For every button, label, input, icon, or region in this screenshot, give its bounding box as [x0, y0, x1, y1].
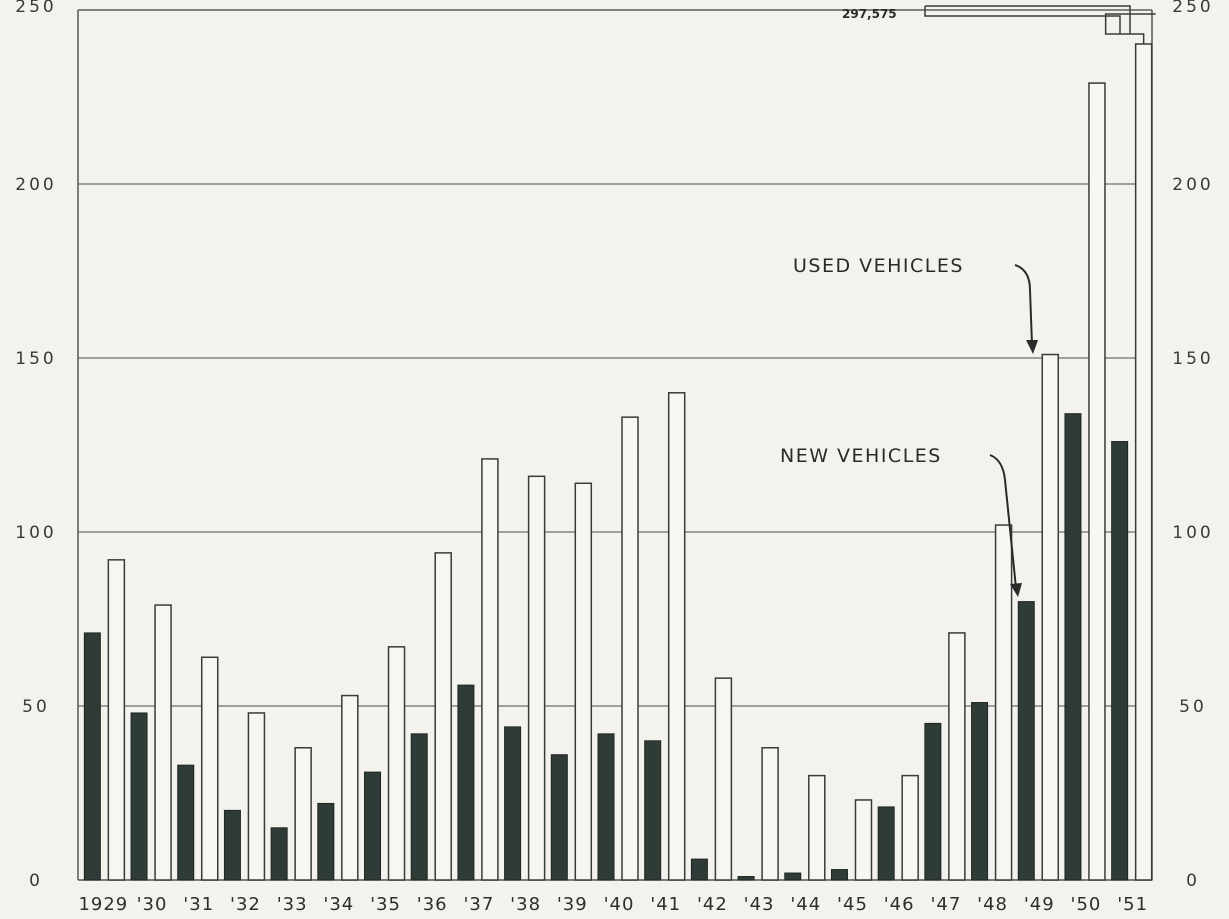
bar-new-vehicles — [130, 712, 148, 881]
bar-used-vehicles — [387, 646, 406, 881]
bar-new-vehicles — [550, 754, 568, 881]
x-tick-label: 1929 — [78, 894, 128, 915]
bar-new-vehicles — [1017, 601, 1035, 881]
bar-new-vehicles — [877, 806, 895, 881]
bar-new-vehicles — [690, 858, 708, 881]
bar-new-vehicles — [83, 632, 101, 881]
bar-used-vehicles — [667, 392, 686, 881]
x-tick-label: '49 — [1024, 894, 1055, 915]
x-tick-label: '45 — [837, 894, 868, 915]
bar-new-vehicles — [1064, 413, 1082, 881]
bar-used-vehicles-overflow — [1134, 43, 1153, 881]
bar-new-vehicles — [924, 722, 942, 881]
bar-used-vehicles — [714, 677, 733, 881]
y-tick-label-left: 200 — [15, 175, 56, 195]
x-tick-label: '44 — [790, 894, 821, 915]
bar-used-vehicles — [948, 632, 966, 881]
bar-new-vehicles — [971, 702, 989, 881]
new-vehicles-arrow — [989, 454, 1017, 589]
x-tick-label: '46 — [884, 894, 915, 915]
bar-new-vehicles — [784, 872, 802, 881]
y-tick-label-left: 0 — [29, 871, 43, 891]
x-tick-label: '50 — [1071, 894, 1102, 915]
x-tick-label: '47 — [930, 894, 961, 915]
x-tick-label: '34 — [323, 894, 354, 915]
annotations: USED VEHICLES NEW VEHICLES 297,575 — [780, 7, 1038, 597]
overflow-leader-line — [925, 5, 1131, 34]
x-tick-label: '40 — [604, 894, 635, 915]
grid-lines — [77, 9, 1153, 881]
bar-used-vehicles — [341, 694, 359, 881]
y-tick-label-right: 150 — [1172, 349, 1213, 369]
x-tick-label: '32 — [230, 894, 261, 915]
x-tick-label: '30 — [137, 894, 168, 915]
bar-new-vehicles — [830, 869, 848, 881]
x-tick-label: '48 — [977, 894, 1008, 915]
bar-new-vehicles — [364, 771, 382, 881]
bar-new-vehicles — [410, 733, 428, 881]
y-tick-label-left: 50 — [22, 697, 50, 717]
bar-used-vehicles — [481, 458, 499, 881]
overflow-leader-line — [924, 6, 1121, 34]
used-vehicles-arrowhead — [1026, 340, 1038, 354]
bar-new-vehicles — [317, 802, 335, 881]
bar-used-vehicles — [901, 774, 919, 881]
bar-new-vehicles — [737, 876, 755, 881]
bar-new-vehicles — [644, 740, 662, 881]
y-tick-label-left: 100 — [15, 523, 56, 543]
bar-new-vehicles — [177, 764, 195, 881]
bar-used-vehicles — [854, 799, 873, 881]
y-tick-label-right: 0 — [1186, 871, 1200, 891]
bar-new-vehicles — [223, 809, 241, 881]
bar-used-vehicles — [1088, 82, 1106, 881]
x-tick-label: '38 — [510, 894, 541, 915]
bar-used-vehicles — [574, 482, 593, 881]
y-tick-label-left: 150 — [15, 349, 56, 369]
new-vehicles-annotation: NEW VEHICLES — [780, 445, 942, 467]
y-tick-label-right: 200 — [1172, 175, 1213, 195]
bar-used-vehicles — [247, 712, 266, 881]
x-tick-label: '51 — [1117, 894, 1148, 915]
x-tick-label: '36 — [417, 894, 448, 915]
x-tick-label: '42 — [697, 894, 728, 915]
y-tick-label-right: 100 — [1172, 523, 1213, 543]
x-tick-label: '31 — [183, 894, 214, 915]
bar-used-vehicles — [761, 747, 779, 881]
bar-used-vehicles — [154, 604, 172, 881]
y-tick-label-right: 50 — [1179, 697, 1207, 717]
bars — [83, 5, 1156, 881]
bar-used-vehicles — [1041, 353, 1060, 881]
bar-used-vehicles — [808, 774, 826, 881]
bar-new-vehicles — [457, 684, 475, 881]
used-vehicles-arrow — [1014, 264, 1033, 346]
bar-used-vehicles — [294, 747, 312, 881]
bar-used-vehicles — [107, 559, 126, 881]
overflow-value-label: 297,575 — [842, 7, 897, 21]
bar-used-vehicles — [200, 656, 219, 881]
x-tick-label: '41 — [650, 894, 681, 915]
y-axis-right: 0 50 100 150 200 250 — [1172, 0, 1213, 891]
x-tick-label: '37 — [463, 894, 494, 915]
bar-new-vehicles — [270, 827, 288, 881]
bar-new-vehicles — [504, 726, 522, 881]
overflow-leader — [1104, 13, 1156, 44]
y-tick-label-left: 250 — [15, 0, 56, 17]
used-vehicles-annotation: USED VEHICLES — [793, 255, 964, 277]
x-tick-label: '35 — [370, 894, 401, 915]
y-axis-left: 0 50 100 150 200 250 — [15, 0, 56, 891]
bar-used-vehicles — [434, 552, 452, 881]
bar-new-vehicles — [597, 733, 615, 881]
x-axis: 1929 '30 '31 '32 '33 '34 '35 '36 '37 '38 '39 '40 '41… — [78, 894, 1148, 915]
x-tick-label: '43 — [744, 894, 775, 915]
x-tick-label: '39 — [557, 894, 588, 915]
bar-used-vehicles — [527, 475, 546, 881]
new-vehicles-arrowhead — [1010, 583, 1022, 597]
bar-used-vehicles — [621, 416, 639, 881]
y-tick-label-right: 250 — [1172, 0, 1213, 17]
x-tick-label: '33 — [277, 894, 308, 915]
bar-used-vehicles — [994, 524, 1013, 881]
bar-new-vehicles — [1111, 441, 1129, 881]
